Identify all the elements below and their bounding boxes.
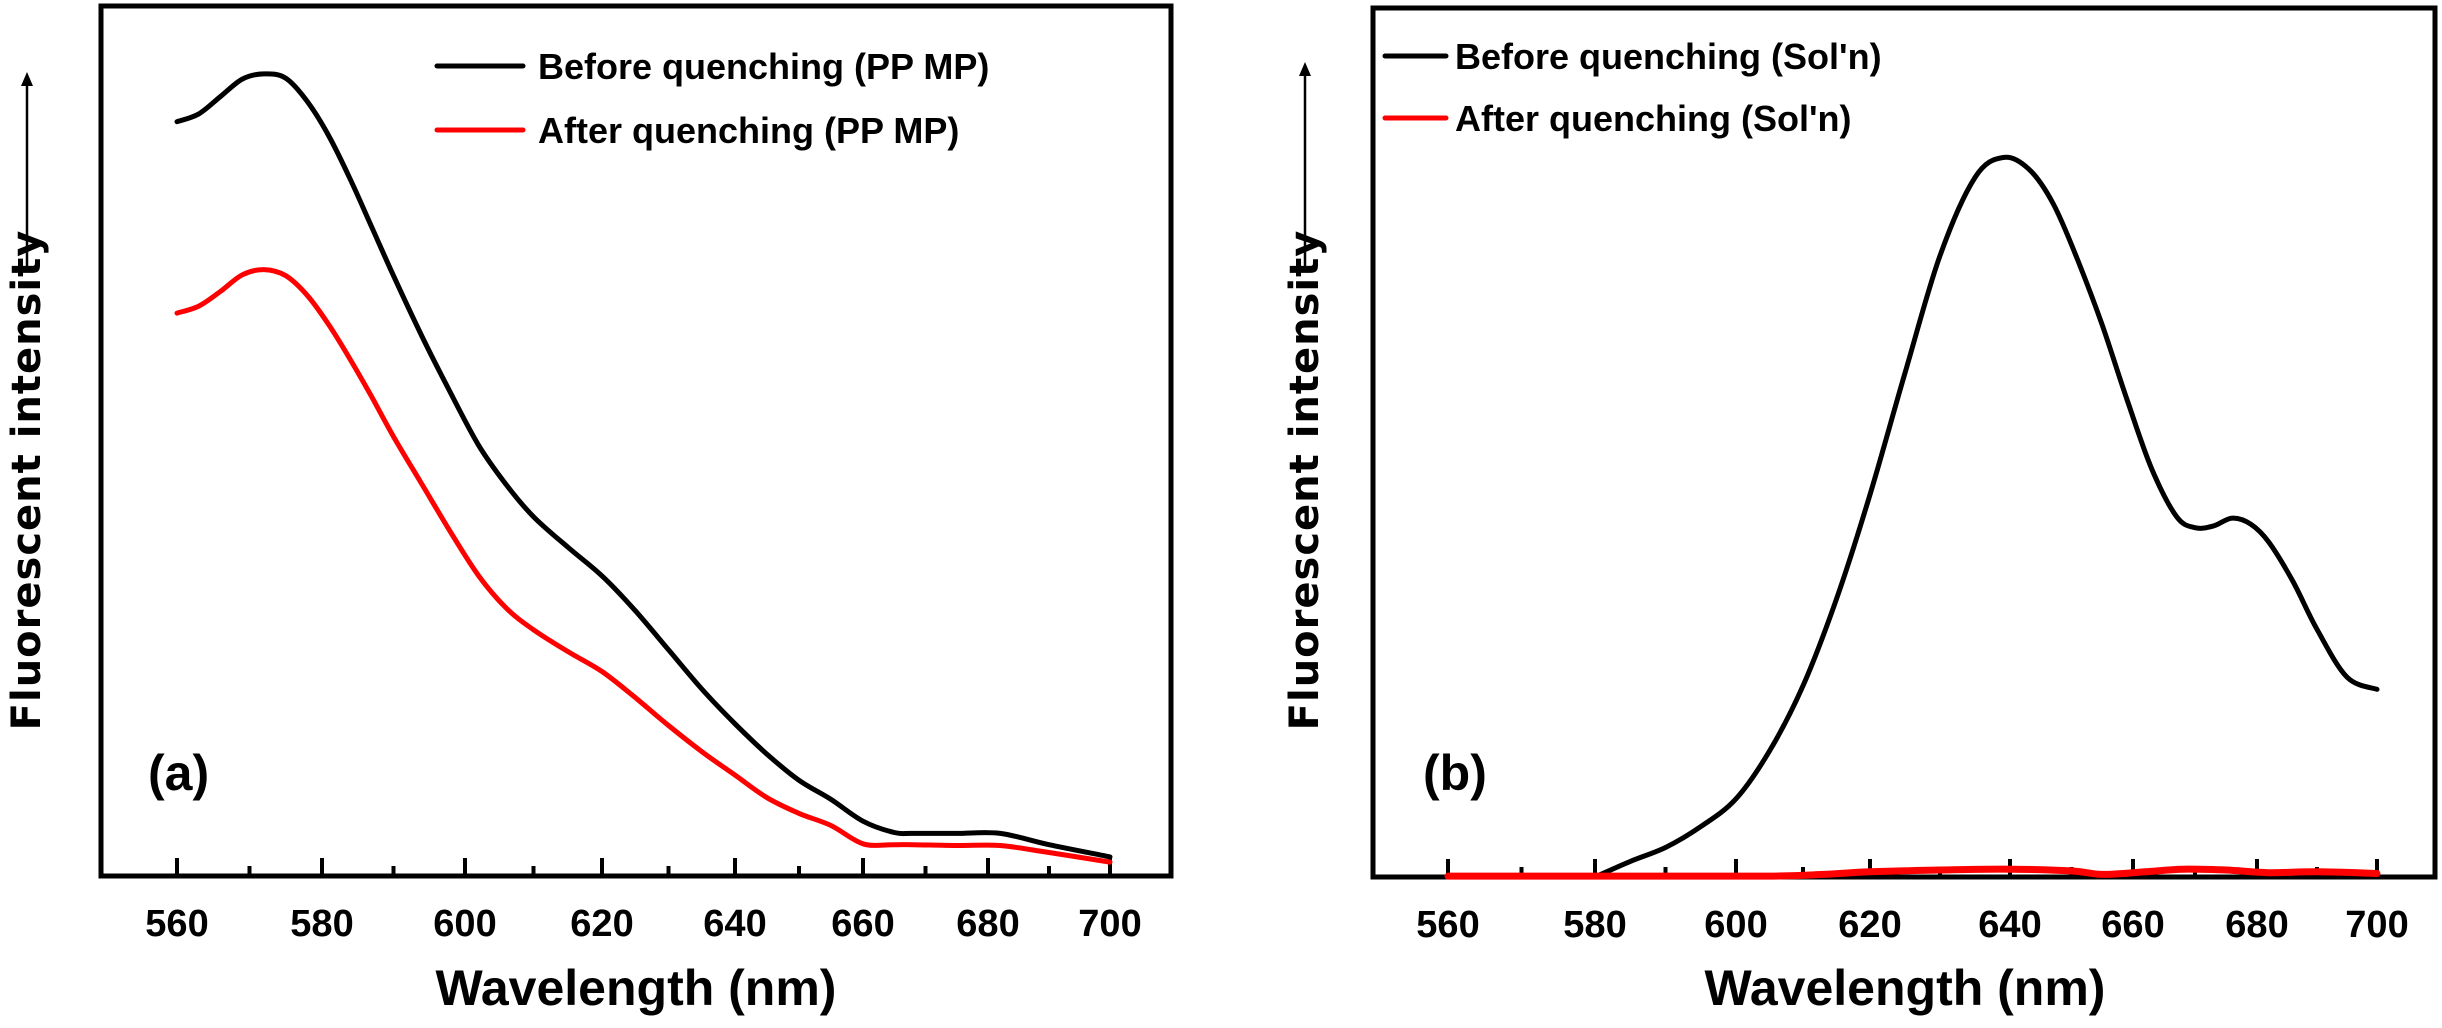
- legend-a: Before quenching (PP MP) After quenching …: [434, 46, 989, 151]
- x-tick-label: 680: [956, 903, 1019, 945]
- x-axis-title-a: Wavelength (nm): [436, 960, 837, 1016]
- panel-a: 560 580 600 620 640 660 680 700 Wavelength (nm)…: [4, 3, 1174, 1016]
- series-line-before: [174, 71, 1113, 860]
- series-group-b: [1444, 154, 2381, 880]
- legend-item: After quenching (PP MP): [434, 110, 959, 151]
- panel-label-b: (b): [1423, 745, 1487, 801]
- x-tick-label: 580: [290, 903, 353, 945]
- legend-item: Before quenching (Sol'n): [1382, 36, 1882, 77]
- y-axis-arrow-icon-b: [1299, 62, 1311, 270]
- x-tick-label: 560: [1416, 904, 1479, 946]
- legend-label: After quenching (PP MP): [538, 110, 959, 151]
- panel-label-a: (a): [148, 745, 209, 801]
- y-axis-title-a: Fluorescent intensity: [4, 230, 50, 731]
- x-tick-label: 580: [1563, 904, 1626, 946]
- legend-item: Before quenching (PP MP): [434, 46, 989, 87]
- legend-label: Before quenching (Sol'n): [1455, 36, 1882, 77]
- plot-frame-a: [98, 3, 1174, 879]
- y-axis-arrow-icon-a: [21, 72, 33, 270]
- y-axis-label-b: Fluorescent intensity: [1282, 62, 1328, 730]
- x-tick-label: 620: [1838, 904, 1901, 946]
- legend-b: Before quenching (Sol'n) After quenching …: [1382, 36, 1882, 139]
- x-tick-label: 660: [831, 903, 894, 945]
- series-line-before: [1592, 154, 2380, 880]
- x-tick-label: 600: [433, 903, 496, 945]
- legend-item: After quenching (Sol'n): [1382, 98, 1852, 139]
- x-tick-label: 640: [1978, 904, 2041, 946]
- x-axis-title-b: Wavelength (nm): [1705, 960, 2106, 1016]
- x-tick-label: 660: [2101, 904, 2164, 946]
- x-tick-label: 560: [145, 903, 208, 945]
- x-tick-label: 700: [2345, 904, 2408, 946]
- y-axis-title-b: Fluorescent intensity: [1282, 230, 1328, 731]
- legend-label: After quenching (Sol'n): [1455, 98, 1852, 139]
- series-line-after: [1444, 865, 2381, 880]
- x-tick-label: 620: [570, 903, 633, 945]
- x-tick-labels-b: 560 580 600 620 640 660 680 700: [1416, 904, 2408, 946]
- x-tick-label: 680: [2225, 904, 2288, 946]
- series-group-a: [174, 71, 1113, 865]
- panel-b: 560 580 600 620 640 660 680 700 Wavelength (nm)…: [1282, 5, 2438, 1016]
- x-tick-label: 600: [1704, 904, 1767, 946]
- y-axis-label-a: Fluorescent intensity: [4, 72, 50, 730]
- series-line-after: [174, 267, 1113, 865]
- x-tick-label: 640: [703, 903, 766, 945]
- x-tick-label: 700: [1078, 903, 1141, 945]
- plot-frame-b: [1370, 5, 2438, 880]
- x-tick-labels-a: 560 580 600 620 640 660 680 700: [145, 903, 1141, 945]
- x-ticks-a: [175, 858, 1112, 876]
- legend-label: Before quenching (PP MP): [538, 46, 989, 87]
